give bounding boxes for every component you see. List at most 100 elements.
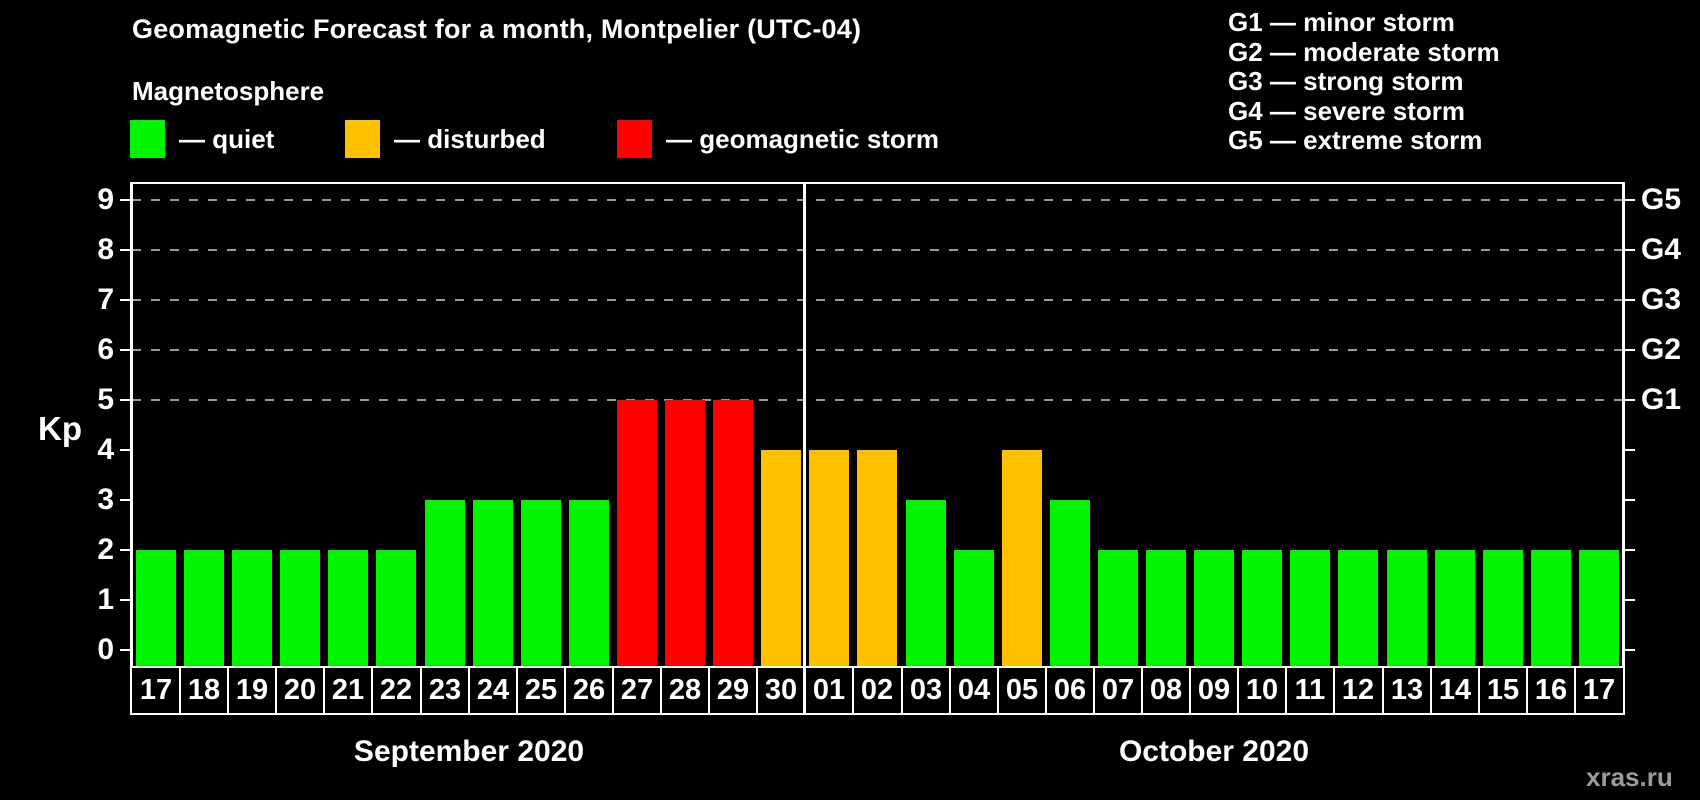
y-tick-label-0: 0 [97,633,114,666]
day-cell-border [1285,668,1287,713]
day-label-24: 11 [1294,674,1326,706]
day-cell-border [852,668,854,713]
y-axis-left [130,182,133,666]
day-label-9: 26 [572,674,606,706]
day-label-14: 01 [812,674,846,706]
g-axis-label-G3: G3 [1641,283,1682,316]
day-label-16: 03 [909,674,943,706]
g-legend-row: G1 — minor storm [1228,7,1455,37]
gridline-8 [132,249,1623,251]
legend-item-quiet: — quiet [130,120,274,158]
gridline-9 [132,199,1623,201]
day-cell-border [997,668,999,713]
day-cell-border [612,668,614,713]
right-tick-8 [1625,249,1635,251]
legend-item-storm: — geomagnetic storm [617,120,939,158]
left-tick-6 [120,349,130,351]
right-tick-6 [1625,349,1635,351]
bar-2-day-19 [232,550,272,666]
day-label-4: 21 [331,674,365,706]
day-label-15: 02 [860,674,894,706]
left-tick-1 [120,599,130,601]
left-tick-9 [120,199,130,201]
day-label-30: 17 [1582,674,1616,706]
day-label-1: 18 [187,674,221,706]
y-axis-label-kp: Kp [38,410,82,447]
day-axis-row: 17 18 19 20 21 22 23 24 25 26 27 28 29 30 01 02 03 04 05 06… [130,666,1625,715]
g-scale-legend: G1 — minor storm G2 — moderate storm G3 … [1228,7,1500,156]
bar-10-day-27 [617,400,657,666]
day-cell-border [468,668,470,713]
right-tick-5 [1625,399,1635,401]
day-label-19: 06 [1053,674,1087,706]
y-tick-label-3: 3 [97,483,114,516]
day-cell-border [179,668,181,713]
disturbed-color-swatch [345,120,380,158]
bar-14-day-01 [809,450,849,666]
day-cell-border [1574,668,1576,713]
bar-15-day-02 [857,450,897,666]
bar-9-day-26 [569,500,609,666]
day-label-7: 24 [476,674,510,706]
right-tick-9 [1625,199,1635,201]
day-label-2: 19 [235,674,269,706]
day-cell-border [420,668,422,713]
day-cell-border [660,668,662,713]
day-label-17: 04 [957,674,991,706]
y-tick-label-8: 8 [97,233,114,266]
legend-item-disturbed: — disturbed [345,120,546,158]
page-title: Geomagnetic Forecast for a month, Montpe… [132,14,862,44]
bar-28-day-15 [1483,550,1523,666]
legend-label: — disturbed [394,123,546,154]
day-cell-border [275,668,277,713]
bar-3-day-20 [280,550,320,666]
bar-17-day-04 [954,550,994,666]
day-label-27: 14 [1438,674,1472,706]
g-legend-row: G2 — moderate storm [1228,36,1500,67]
left-tick-3 [120,499,130,501]
legend-label: — geomagnetic storm [666,123,940,154]
day-label-5: 22 [379,674,413,706]
left-tick-2 [120,549,130,551]
bar-5-day-22 [376,550,416,666]
day-label-26: 13 [1390,674,1424,706]
bar-24-day-11 [1290,550,1330,666]
left-tick-0 [120,649,130,651]
bar-25-day-12 [1338,550,1378,666]
legend-label: — quiet [179,123,275,154]
bar-19-day-06 [1050,500,1090,666]
bar-1-day-18 [184,550,224,666]
y-tick-label-6: 6 [97,333,114,366]
day-label-11: 28 [668,674,702,706]
day-cell-border [1093,668,1095,713]
g-axis-label-G5: G5 [1641,183,1682,216]
day-label-10: 27 [620,674,654,706]
day-label-13: 30 [764,674,798,706]
gridline-7 [132,299,1623,301]
g-legend-row: G3 — strong storm [1228,66,1464,97]
y-tick-label-2: 2 [97,533,114,566]
day-cell-border [1333,668,1335,713]
day-label-6: 23 [428,674,462,706]
day-cell-border [516,668,518,713]
magnetosphere-subtitle: Magnetosphere [132,76,325,106]
day-cell-border [1430,668,1432,713]
storm-color-swatch [617,120,652,158]
bar-0-day-17 [136,550,176,666]
bar-27-day-14 [1435,550,1475,666]
day-cell-border [323,668,325,713]
g-legend-row: G5 — extreme storm [1228,125,1483,156]
left-tick-4 [120,449,130,451]
day-cell-border [949,668,951,713]
y-tick-label-1: 1 [97,583,114,616]
day-label-12: 29 [716,674,750,706]
day-label-3: 20 [283,674,317,706]
bar-30-day-17 [1579,550,1619,666]
bar-11-day-28 [665,400,705,666]
day-cell-border [564,668,566,713]
right-tick-0 [1625,649,1635,651]
day-label-20: 07 [1101,674,1135,706]
day-cell-border [1478,668,1480,713]
day-cell-border [1141,668,1143,713]
